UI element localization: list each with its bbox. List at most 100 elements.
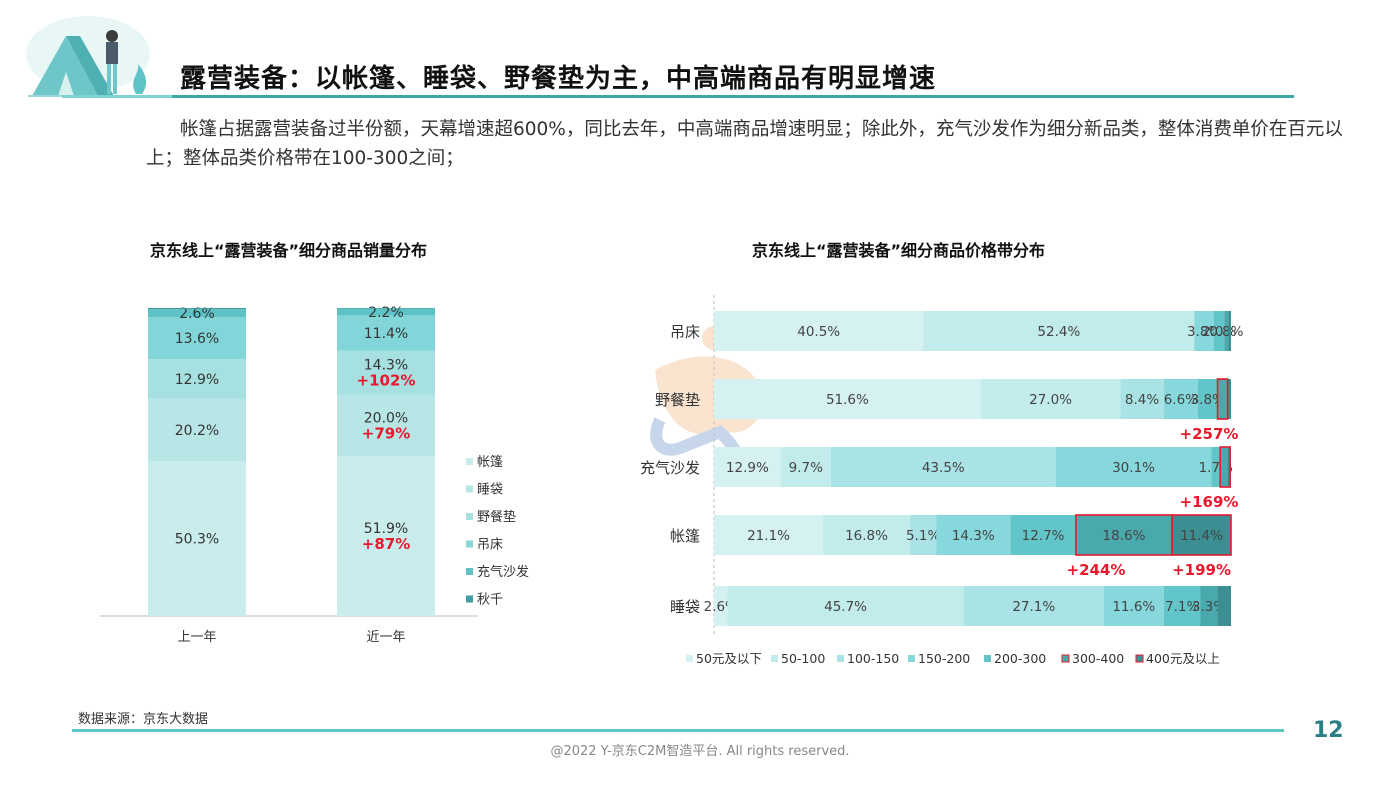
bar-data-label: 0.8%	[1209, 324, 1243, 340]
footer-divider	[72, 729, 1284, 732]
bar-data-label: 7.1%	[1165, 599, 1199, 615]
highlight-box	[1216, 378, 1229, 420]
bar-segment	[1172, 515, 1231, 555]
bar-segment	[714, 311, 924, 351]
legend-label: 100-150	[847, 651, 899, 666]
page-number: 12	[1313, 718, 1344, 743]
growth-label: +102%	[357, 372, 416, 390]
bar-segment	[1217, 379, 1227, 419]
intro-paragraph: 帐篷占据露营装备过半份额，天幕增速超600%，同比去年，中高端商品增速明显；除此…	[146, 115, 1346, 173]
bar-data-label: 30.1%	[1112, 460, 1155, 476]
bar-segment	[780, 447, 831, 487]
bar-segment	[1227, 447, 1231, 487]
bar-data-label: 5.1%	[906, 528, 940, 544]
growth-label: +199%	[1172, 561, 1231, 579]
bar-segment	[714, 586, 728, 626]
bar-data-label: 45.7%	[824, 599, 867, 615]
bar-data-label: 27.1%	[1012, 599, 1055, 615]
bar-data-label: 50.3%	[175, 532, 219, 548]
legend-swatch	[1061, 654, 1070, 663]
legend-swatch	[466, 568, 473, 575]
bar-segment	[980, 379, 1121, 419]
bar-segment	[1120, 379, 1164, 419]
bar-segment	[1163, 586, 1201, 626]
bar-data-label: 51.6%	[826, 392, 869, 408]
copyright-text: @2022 Y-京东C2M智造平台. All rights reserved.	[550, 744, 850, 759]
bar-data-label: 3.8%	[1191, 392, 1225, 408]
left-chart-title: 京东线上“露营装备”细分商品销量分布	[150, 241, 428, 260]
bar-segment	[337, 456, 435, 616]
bar-segment	[830, 447, 1056, 487]
bar-segment	[1103, 586, 1164, 626]
legend-label: 吊床	[477, 538, 503, 553]
legend-label: 野餐垫	[477, 509, 516, 525]
bar-segment	[1010, 515, 1076, 555]
bar-segment	[1226, 379, 1231, 419]
legend-swatch	[466, 540, 473, 548]
legend-swatch	[466, 485, 473, 493]
bar-segment	[1200, 586, 1218, 626]
title-underline	[172, 95, 1294, 98]
bar-segment	[714, 515, 824, 555]
bar-segment	[1224, 311, 1229, 351]
bar-segment	[148, 309, 246, 318]
growth-label: +257%	[1180, 425, 1239, 443]
bar-data-label: 21.1%	[747, 528, 790, 544]
bar-data-label: 2.6%	[179, 306, 215, 322]
growth-label: +244%	[1067, 561, 1126, 579]
bar-data-label: 12.9%	[175, 372, 219, 388]
bar-segment	[1220, 447, 1228, 487]
bar-data-label: 11.4%	[1180, 528, 1223, 544]
bar-data-label: 20.2%	[175, 423, 219, 439]
bar-segment	[963, 586, 1104, 626]
bar-data-label: 18.6%	[1103, 528, 1146, 544]
right-chart-title: 京东线上“露营装备”细分商品价格带分布	[752, 241, 1046, 260]
title-underline-accent	[62, 95, 172, 98]
legend-label: 200-300	[994, 651, 1046, 666]
bar-data-label: 14.3%	[952, 528, 995, 544]
bar-segment	[909, 515, 937, 555]
category-tick-label: 睡袋	[670, 598, 700, 616]
legend-label: 睡袋	[477, 483, 503, 498]
legend-label: 50元及以下	[696, 651, 762, 666]
bar-data-label: 52.4%	[1037, 324, 1080, 340]
highlight-box	[1219, 446, 1231, 488]
bar-data-label: 12.7%	[1022, 528, 1065, 544]
bar-segment	[1197, 379, 1218, 419]
legend-swatch	[466, 513, 473, 520]
growth-label: +79%	[362, 424, 410, 442]
bar-segment	[936, 515, 1011, 555]
legend-swatch	[908, 655, 915, 662]
legend-label: 秋千	[477, 593, 503, 608]
bar-segment	[823, 515, 910, 555]
bar-segment	[1217, 586, 1231, 626]
bar-segment	[337, 394, 435, 457]
growth-label: +87%	[362, 535, 410, 553]
bar-segment	[714, 379, 981, 419]
legend-swatch	[466, 458, 473, 465]
legend-label: 300-400	[1072, 651, 1124, 666]
highlight-box	[1171, 514, 1232, 556]
bar-segment	[1211, 447, 1221, 487]
bar-data-label: 9.7%	[789, 460, 823, 476]
legend-swatch	[984, 655, 991, 662]
bar-data-label: 8.4%	[1125, 392, 1159, 408]
bar-segment	[1163, 379, 1198, 419]
legend-label: 400元及以上	[1146, 651, 1220, 666]
legend-label: 充气沙发	[477, 564, 529, 580]
bar-data-label: 12.9%	[726, 460, 769, 476]
bar-data-label: 11.6%	[1112, 599, 1155, 615]
category-tick-label: 野餐垫	[655, 391, 700, 409]
bar-segment	[148, 308, 246, 310]
bar-segment	[148, 461, 246, 616]
category-tick-label: 上一年	[177, 630, 216, 645]
data-source: 数据来源：京东大数据	[78, 712, 209, 727]
bar-segment	[1075, 515, 1173, 555]
bar-data-label: 51.9%	[364, 521, 408, 537]
bar-segment	[148, 359, 246, 399]
bar-segment	[337, 350, 435, 395]
bar-segment	[714, 447, 781, 487]
bar-data-label: 16.8%	[845, 528, 888, 544]
bar-data-label: 2.2%	[368, 305, 404, 321]
